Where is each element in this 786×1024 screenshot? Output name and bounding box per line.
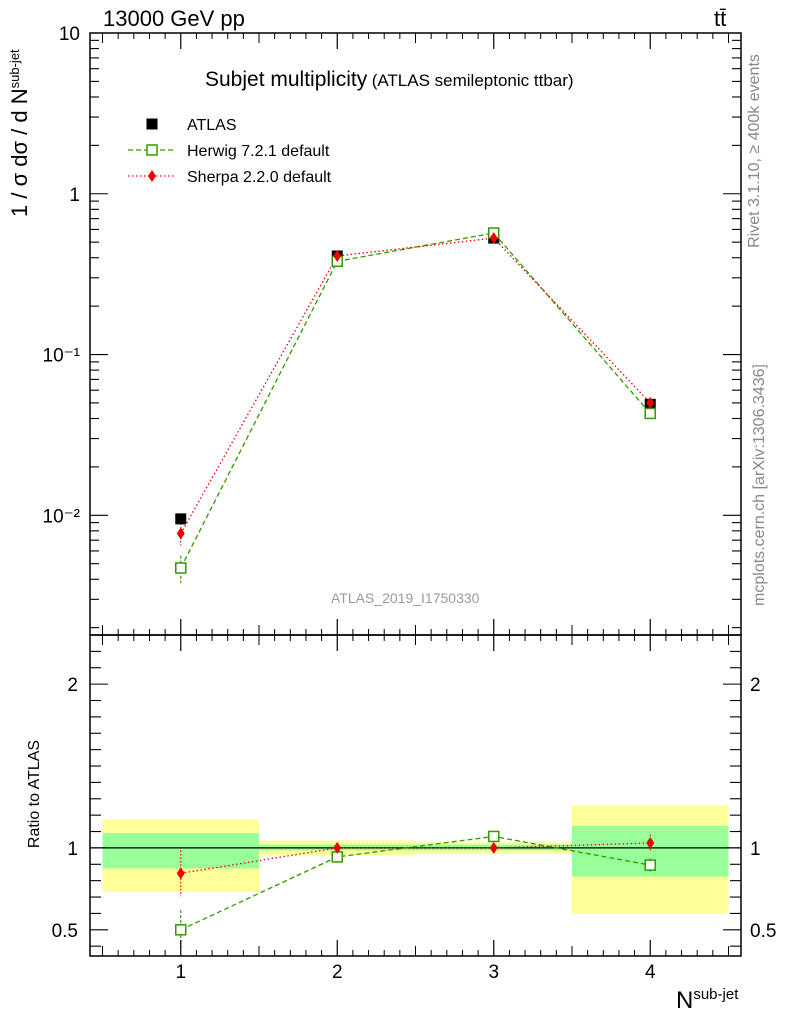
rivet-label: Rivet 3.1.10, ≥ 400k events [746,54,763,248]
plot-title: Subjet multiplicity (ATLAS semileptonic … [205,68,574,92]
sherpa-point [176,527,185,540]
frames: 1 2 3 4 10 1 10⁻¹ 10⁻² 2 2 1 1 0.5 0.5 [43,24,777,983]
title-main: Subjet multiplicity [205,68,368,91]
sherpa-point [489,232,498,245]
ratio-y-tick-label-right: 2 [750,675,761,696]
x-tick-label: 3 [488,962,499,983]
herwig-point [644,859,656,871]
ratio-panel [90,805,741,914]
x-axis-label: Nsub-jet [676,986,739,1014]
sherpa-point [489,841,498,854]
herwig-point [175,924,187,936]
ratio-y-tick-label: 2 [67,675,78,696]
sherpa-point [646,836,655,849]
sherpa-point [333,250,342,263]
ratio-y-axis-label: Ratio to ATLAS [26,739,43,849]
y-tick-label: 10 [59,24,80,45]
x-tick-label: 1 [175,962,186,983]
sherpa-point [646,396,655,409]
herwig-point [487,830,500,843]
y-axis-label: 1 / σ dσ / d Nsub-jet [6,49,33,218]
x-tick-label: 2 [332,962,343,983]
mcplots-label: mcplots.cern.ch [arXiv:1306.3436] [751,364,768,606]
sherpa-ratio-line [180,842,651,874]
ratio-y-tick-label: 0.5 [52,921,78,942]
y-tick-label: 1 [69,185,80,206]
energy-label: 13000 GeV pp [103,6,245,31]
atlas-point [146,118,158,130]
analysis-watermark: ATLAS_2019_I1750330 [331,590,480,606]
y-tick-label: 10⁻² [43,506,81,527]
sherpa-point [176,867,185,880]
ratio-y-tick-label-right: 0.5 [750,921,776,942]
title-sub: (ATLAS semileptonic ttbar) [371,71,574,90]
x-tick-label: 4 [645,962,656,983]
sherpa-point [148,170,156,182]
y-tick-label: 10⁻¹ [43,346,81,367]
sherpa-point [333,841,342,854]
herwig-point [644,407,656,420]
herwig-ratio-line [180,835,651,931]
herwig-point [146,144,158,156]
chart-marks: ATLAS Herwig 7.2.1 default Sherpa 2.2.0 de… [128,117,656,950]
process-label: tt̄ [714,6,727,31]
legend-label: Sherpa 2.2.0 default [187,169,332,186]
legend-label: ATLAS [187,117,237,134]
legend-label: Herwig 7.2.1 default [187,143,330,160]
atlas-point [175,513,187,525]
herwig-point [175,562,187,574]
sherpa-line [180,237,651,534]
ratio-y-tick-label-right: 1 [750,839,761,860]
ratio-y-tick-label: 1 [67,839,78,860]
herwig-line [180,232,651,569]
